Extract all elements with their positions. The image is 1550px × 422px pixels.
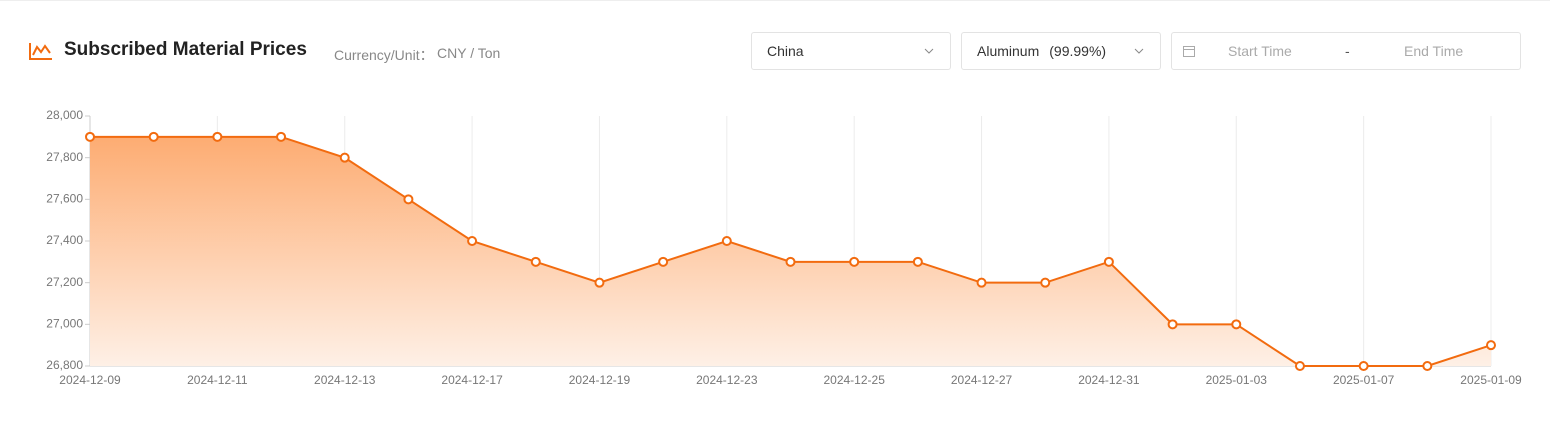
x-tick-label: 2025-01-09 <box>1460 373 1522 387</box>
x-tick-label: 2024-12-27 <box>951 373 1013 387</box>
unit: CNY / Ton <box>437 45 501 61</box>
area <box>90 136 1491 366</box>
material: Aluminum <box>977 43 1040 59</box>
point <box>530 256 541 267</box>
x-tick-label: 2024-12-25 <box>823 373 885 387</box>
y-tick-label: 27,200 <box>46 275 83 289</box>
point <box>1103 256 1114 267</box>
point <box>1231 319 1242 330</box>
point <box>1486 340 1496 351</box>
point <box>403 194 414 205</box>
chevron <box>1134 48 1144 54</box>
point <box>276 131 287 142</box>
point <box>339 152 350 163</box>
point <box>785 256 796 267</box>
y-tick-label: 27,400 <box>46 233 83 247</box>
point <box>594 277 605 288</box>
region-select[interactable]: China <box>751 32 951 70</box>
point <box>912 256 923 267</box>
point <box>1167 319 1178 330</box>
point <box>148 131 159 142</box>
point <box>721 236 732 246</box>
start-time: Start Time <box>1228 43 1292 59</box>
date-range[interactable]: Start Time - End Time <box>1171 32 1521 70</box>
x-tick-label: 2024-12-13 <box>314 373 376 387</box>
point <box>85 131 95 142</box>
separator: - <box>1345 43 1350 59</box>
x-tick-label: 2025-01-07 <box>1333 373 1395 387</box>
point <box>467 236 478 246</box>
y-tick-label: 27,000 <box>46 317 83 331</box>
calendar-icon <box>1183 46 1195 57</box>
title-icon <box>29 43 52 60</box>
point <box>849 256 860 267</box>
point <box>1422 361 1433 371</box>
chart-title: Subscribed Material Prices <box>64 39 307 60</box>
purity: (99.99%) <box>1049 43 1107 59</box>
region: China <box>767 43 804 59</box>
x-tick-label: 2024-12-19 <box>569 373 631 387</box>
y-tick-label: 28,000 <box>46 108 83 122</box>
point <box>658 256 669 267</box>
chevron <box>924 48 934 54</box>
x-tick-label: 2024-12-31 <box>1078 373 1140 387</box>
y-tick-label: 26,800 <box>46 358 83 372</box>
point <box>1294 361 1305 371</box>
point <box>212 131 223 142</box>
x-tick-label: 2024-12-23 <box>696 373 758 387</box>
x-tick-label: 2024-12-11 <box>187 373 248 387</box>
point <box>976 277 987 288</box>
point <box>1040 277 1051 288</box>
end-time: End Time <box>1404 43 1464 59</box>
x-tick-label: 2024-12-17 <box>441 373 503 387</box>
unit-label: Currency/Unit： <box>334 47 434 63</box>
x-tick-label: 2025-01-03 <box>1206 373 1268 387</box>
y-tick-label: 27,800 <box>46 150 83 164</box>
x-tick-label: 2024-12-09 <box>59 373 121 387</box>
y-tick-label: 27,600 <box>46 192 83 206</box>
material-select[interactable]: Aluminum (99.99%) <box>961 32 1161 70</box>
point <box>1358 361 1369 371</box>
